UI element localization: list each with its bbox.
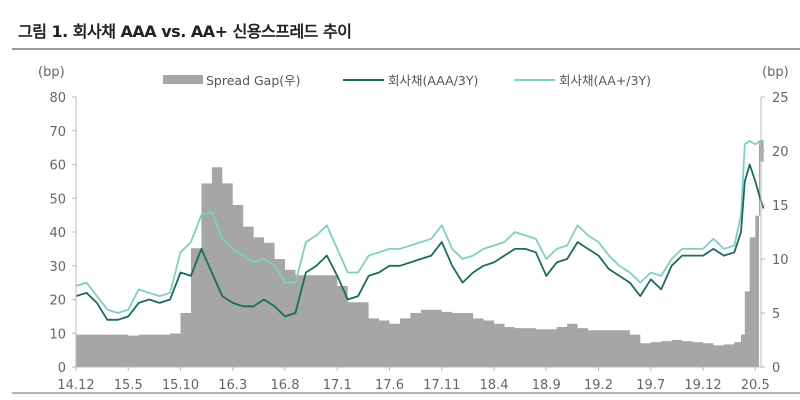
left-tick-label: 80 — [49, 91, 66, 106]
chart-title: 그림 1. 회사채 AAA vs. AA+ 신용스프레드 추이 — [18, 22, 352, 41]
series-aaplus-line — [75, 139, 764, 314]
x-tick-label: 18.9 — [532, 378, 561, 393]
x-tick-label: 20.5 — [741, 378, 770, 393]
x-tick-label: 14.12 — [57, 378, 94, 393]
left-tick-label: 70 — [49, 125, 66, 140]
x-tick-label: 15.5 — [114, 378, 143, 393]
title-divider — [12, 48, 800, 50]
left-tick-label: 10 — [49, 327, 66, 342]
x-tick-label: 18.4 — [480, 378, 509, 393]
x-tick-label: 16.8 — [271, 378, 300, 393]
x-tick-label: 19.12 — [684, 378, 721, 393]
x-tick-label: 17.1 — [323, 378, 352, 393]
right-tick-label: 15 — [772, 199, 789, 214]
left-tick-label: 60 — [49, 159, 66, 174]
right-tick-label: 25 — [772, 91, 789, 106]
x-tick-label: 19.2 — [584, 378, 613, 393]
left-tick-label: 40 — [49, 226, 66, 241]
left-tick-label: 50 — [49, 192, 66, 207]
left-tick-label: 0 — [58, 361, 66, 376]
legend: Spread Gap(우) 회사채(AAA/3Y) 회사채(AA+/3Y) — [163, 73, 651, 88]
legend-label-aaa: 회사채(AAA/3Y) — [388, 73, 478, 88]
left-tick-label: 20 — [49, 294, 66, 309]
series-aaa-line — [75, 163, 765, 321]
legend-label-gap: Spread Gap(우) — [206, 73, 301, 88]
x-tick-label: 15.10 — [162, 378, 199, 393]
x-tick-label: 19.7 — [636, 378, 665, 393]
series-spread-gap-area — [76, 140, 764, 367]
x-tick-label: 17.6 — [375, 378, 404, 393]
right-unit-label: (bp) — [762, 65, 789, 80]
right-tick-label: 10 — [772, 253, 789, 268]
right-tick-label: 20 — [772, 145, 789, 160]
left-tick-label: 30 — [49, 260, 66, 275]
right-tick-label: 0 — [772, 361, 780, 376]
x-tick-label: 17.11 — [423, 378, 460, 393]
x-tick-label: 16.3 — [218, 378, 247, 393]
legend-label-aaplus: 회사채(AA+/3Y) — [559, 73, 651, 88]
left-unit-label: (bp) — [38, 65, 65, 80]
legend-swatch-gap — [163, 75, 203, 84]
right-tick-label: 5 — [772, 307, 780, 322]
